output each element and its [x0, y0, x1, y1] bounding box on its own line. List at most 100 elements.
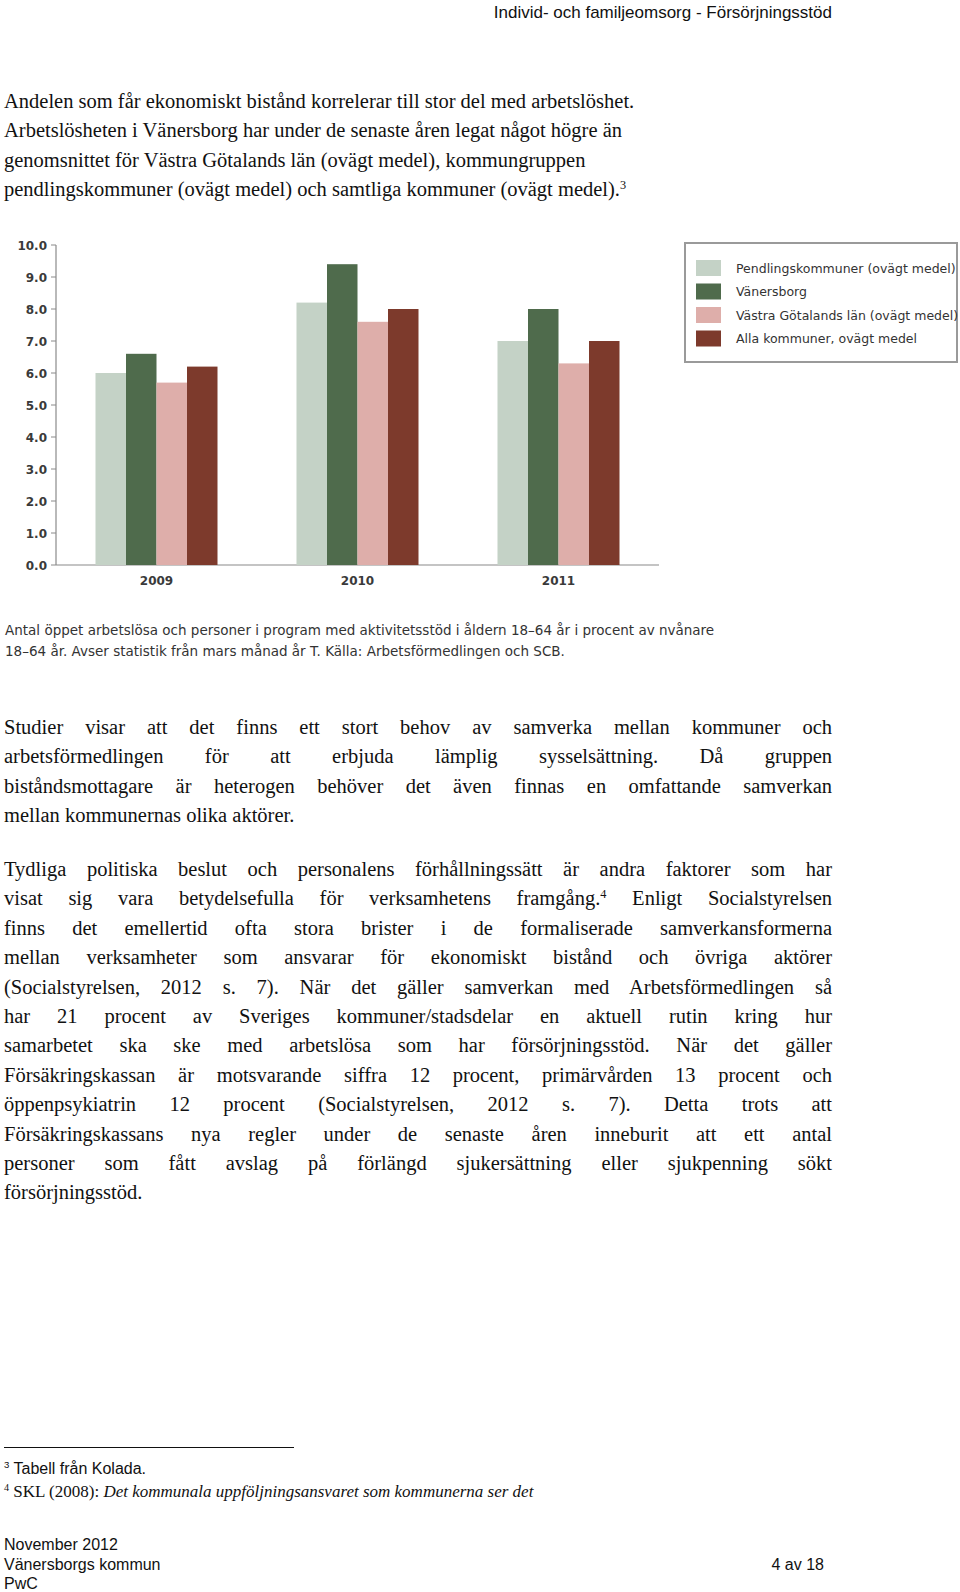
paragraph-line: Försäkringskassans nya regler under de s…: [4, 1120, 832, 1149]
bar: [187, 367, 218, 565]
bar: [327, 264, 358, 565]
y-tick-label: 4.0: [26, 431, 47, 445]
paragraph-line: öppenpsykiatrin 12 procent (Socialstyrel…: [4, 1090, 832, 1119]
paragraph-line: pendlingskommuner (ovägt medel) och samt…: [4, 175, 832, 204]
paragraph-line: finns det emellertid ofta stora brister …: [4, 914, 832, 943]
text: personer som fått avslag på förlängd sju…: [4, 1152, 832, 1174]
legend-label: Pendlingskommuner (ovägt medel): [736, 261, 956, 276]
text: Andelen som får ekonomiskt bistånd korre…: [4, 90, 634, 112]
footnote: 3 Tabell från Kolada.: [4, 1459, 146, 1479]
text: Tydliga politiska beslut och personalens…: [4, 858, 832, 880]
footer-page: 4 av 18: [772, 1555, 824, 1574]
text: Arbetslösheten i Vänersborg har under de…: [4, 119, 622, 141]
bar: [528, 309, 559, 565]
paragraph-line: biståndsmottagare är heterogen behöver d…: [4, 772, 832, 801]
footnote-ref: 4: [600, 887, 606, 901]
footnote: 4 SKL (2008): Det kommunala uppföljnings…: [4, 1482, 533, 1502]
bar: [297, 303, 328, 565]
bar: [498, 341, 529, 565]
footer-organization: Vänersborgs kommun: [4, 1555, 161, 1574]
text: Försäkringskassans nya regler under de s…: [4, 1123, 832, 1145]
bar: [157, 383, 188, 565]
paragraph-line: Tydliga politiska beslut och personalens…: [4, 855, 832, 884]
chart: 0.0 1.0 2.0 3.0 4.0 5.0 6.0 7.0 8.0 9.0 10.0 2009 20…: [0, 0, 960, 610]
chart-caption: 18–64 år. Avser statistik från mars måna…: [5, 641, 565, 662]
bars: [96, 264, 620, 565]
text: (Socialstyrelsen, 2012 s. 7). När det gä…: [4, 976, 832, 998]
footer-author: PwC: [4, 1575, 38, 1592]
paragraph-line: samarbetet ska ske med arbetslösa som ha…: [4, 1031, 832, 1060]
y-tick-label: 0.0: [26, 559, 47, 573]
footnote-rule: [4, 1447, 294, 1448]
footnote-text: Tabell från Kolada.: [14, 1460, 147, 1477]
footnote-number: 4: [4, 1482, 9, 1493]
legend-swatch: [696, 284, 721, 300]
bar: [589, 341, 620, 565]
y-tick: [51, 565, 56, 566]
text: genomsnittet för Västra Götalands län (o…: [4, 149, 585, 171]
legend-label: Alla kommuner, ovägt medel: [736, 331, 917, 346]
paragraph-line: (Socialstyrelsen, 2012 s. 7). När det gä…: [4, 973, 832, 1002]
y-tick: [51, 501, 56, 502]
text: mellan kommunernas olika aktörer.: [4, 804, 294, 826]
y-tick: [51, 405, 56, 406]
y-tick: [51, 341, 56, 342]
y-tick-label: 5.0: [26, 399, 47, 413]
bar: [126, 354, 157, 565]
bar: [559, 363, 590, 565]
chart-caption: Antal öppet arbetslösa och personer i pr…: [5, 620, 714, 641]
paragraph-line: mellan verksamheter som ansvarar för eko…: [4, 943, 832, 972]
text: pendlingskommuner (ovägt medel) och samt…: [4, 178, 620, 200]
paragraph-line: Andelen som får ekonomiskt bistånd korre…: [4, 87, 832, 116]
paragraph-line: genomsnittet för Västra Götalands län (o…: [4, 146, 832, 175]
y-tick: [51, 277, 56, 278]
y-tick-label: 9.0: [26, 271, 47, 285]
bar: [388, 309, 419, 565]
y-tick: [51, 309, 56, 310]
text: försörjningsstöd.: [4, 1181, 142, 1203]
legend-swatch: [696, 307, 721, 323]
y-tick-label: 3.0: [26, 463, 47, 477]
footnote-ref: 3: [620, 178, 626, 192]
y-tick-label: 10.0: [17, 239, 47, 253]
text: har 21 procent av Sveriges kommuner/stad…: [4, 1005, 832, 1027]
footnote-text: SKL (2008):: [13, 1482, 99, 1501]
text: Enligt Socialstyrelsen: [632, 887, 832, 909]
paragraph-line: visat sig vara betydelsefulla för verksa…: [4, 884, 832, 913]
paragraph-line: Försäkringskassan är motsvarande siffra …: [4, 1061, 832, 1090]
paragraph-line: försörjningsstöd.: [4, 1178, 832, 1207]
text: finns det emellertid ofta stora brister …: [4, 917, 832, 939]
page-header: Individ- och familjeomsorg - Försörjning…: [494, 3, 832, 23]
paragraph-line: arbetsförmedlingen för att erbjuda lämpl…: [4, 742, 832, 771]
legend-label: Västra Götalands län (ovägt medel): [736, 308, 958, 323]
text: samarbetet ska ske med arbetslösa som ha…: [4, 1034, 832, 1056]
bar: [96, 373, 127, 565]
y-tick-label: 7.0: [26, 335, 47, 349]
footnote-number: 3: [4, 1459, 9, 1470]
paragraph-line: Studier visar att det finns ett stort be…: [4, 713, 832, 742]
x-tick-label: 2011: [542, 574, 575, 588]
y-tick-label: 6.0: [26, 367, 47, 381]
text: öppenpsykiatrin 12 procent (Socialstyrel…: [4, 1093, 832, 1115]
text: biståndsmottagare är heterogen behöver d…: [4, 775, 832, 797]
text: arbetsförmedlingen för att erbjuda lämpl…: [4, 745, 832, 767]
footnote-title: Det kommunala uppföljningsansvaret som k…: [103, 1482, 533, 1501]
x-tick-label: 2010: [341, 574, 374, 588]
y-tick: [51, 533, 56, 534]
paragraph-line: har 21 procent av Sveriges kommuner/stad…: [4, 1002, 832, 1031]
y-tick-label: 1.0: [26, 527, 47, 541]
y-tick-label: 8.0: [26, 303, 47, 317]
x-tick-label: 2009: [140, 574, 173, 588]
paragraph-line: personer som fått avslag på förlängd sju…: [4, 1149, 832, 1178]
text: visat sig vara betydelsefulla för verksa…: [4, 887, 600, 909]
y-tick: [51, 437, 56, 438]
text: mellan verksamheter som ansvarar för eko…: [4, 946, 832, 968]
y-tick: [51, 469, 56, 470]
footer-date: November 2012: [4, 1535, 118, 1554]
legend-label: Vänersborg: [736, 284, 807, 299]
legend-swatch: [696, 260, 721, 276]
y-tick: [51, 373, 56, 374]
bar: [358, 322, 389, 565]
y-tick-label: 2.0: [26, 495, 47, 509]
text: Studier visar att det finns ett stort be…: [4, 716, 832, 738]
